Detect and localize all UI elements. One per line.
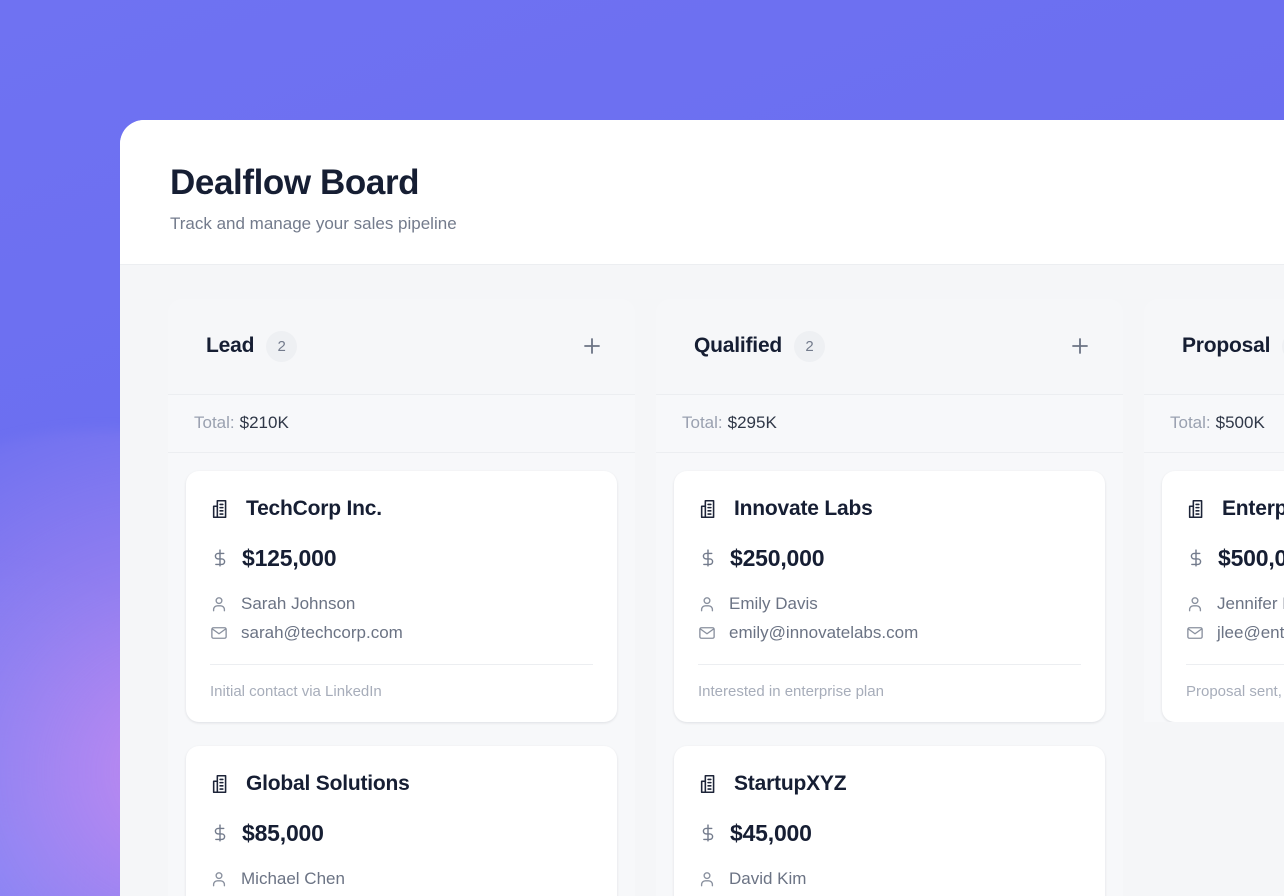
deal-company-name: Innovate Labs xyxy=(734,496,873,520)
deal-amount-row: $250,000 xyxy=(698,545,1081,572)
deal-contact-name: David Kim xyxy=(729,868,807,888)
column-count-badge: 1 xyxy=(1282,330,1284,362)
card-divider xyxy=(1186,663,1284,665)
app-window: Dealflow Board Track and manage your sal… xyxy=(120,120,1284,896)
column-total: Total: $210K xyxy=(168,394,635,453)
dollar-icon xyxy=(698,547,718,569)
deal-contact-name: Jennifer Lee xyxy=(1217,593,1284,613)
plus-icon xyxy=(1068,334,1092,358)
deal-contact-name: Emily Davis xyxy=(729,593,818,613)
app-header: Dealflow Board Track and manage your sal… xyxy=(120,120,1284,265)
column-header: Lead 2 xyxy=(168,298,635,395)
deal-card[interactable]: StartupXYZ $45,000 David Kim xyxy=(674,745,1105,896)
deal-contact-row: Jennifer Lee xyxy=(1186,594,1284,614)
dollar-icon xyxy=(210,822,230,844)
deal-amount-row: $85,000 xyxy=(210,820,593,847)
person-icon xyxy=(210,595,228,613)
person-icon xyxy=(698,870,716,888)
mail-icon xyxy=(698,624,716,642)
column-title: Lead xyxy=(206,334,255,357)
deal-contact-name: Michael Chen xyxy=(241,868,345,888)
page-title: Dealflow Board xyxy=(170,163,420,202)
mail-icon xyxy=(210,624,228,642)
column-count-badge: 2 xyxy=(794,330,826,362)
column-card-list: Innovate Labs $250,000 Emily Davis xyxy=(656,453,1123,896)
deal-card[interactable]: Enterprise Co. $500,000 Jennifer Lee xyxy=(1162,470,1284,722)
deal-email: jlee@enterprise.com xyxy=(1217,622,1284,642)
deal-note: Initial contact via LinkedIn xyxy=(210,682,382,700)
building-icon xyxy=(1186,498,1208,520)
add-deal-button[interactable] xyxy=(1063,329,1097,363)
deal-company-row: StartupXYZ xyxy=(698,772,1081,796)
deal-contact-row: Emily Davis xyxy=(698,594,1081,614)
deal-company-name: StartupXYZ xyxy=(734,771,847,795)
column-header: Proposal 1 xyxy=(1144,298,1284,395)
column-total: Total: $295K xyxy=(656,394,1123,453)
person-icon xyxy=(210,870,228,888)
column-card-list: TechCorp Inc. $125,000 Sarah Johnson xyxy=(168,453,635,896)
person-icon xyxy=(698,595,716,613)
deal-amount-row: $45,000 xyxy=(698,820,1081,847)
deal-email: emily@innovatelabs.com xyxy=(729,622,919,642)
column-total-label: Total: xyxy=(1170,413,1211,432)
deal-company-name: TechCorp Inc. xyxy=(246,496,382,520)
column-total-value: $295K xyxy=(727,413,777,432)
building-icon xyxy=(210,773,232,795)
dollar-icon xyxy=(1186,547,1206,569)
card-divider xyxy=(210,663,593,665)
kanban-board: Lead 2 Total: $210K xyxy=(120,264,1284,896)
deal-email-row: sarah@techcorp.com xyxy=(210,623,593,643)
deal-company-row: Global Solutions xyxy=(210,772,593,796)
deal-amount: $125,000 xyxy=(242,544,337,571)
kanban-column-lead: Lead 2 Total: $210K xyxy=(168,298,635,896)
column-title: Proposal xyxy=(1182,334,1271,357)
column-total-value: $500K xyxy=(1215,413,1265,432)
card-divider xyxy=(698,663,1081,665)
column-total: Total: $500K xyxy=(1144,394,1284,453)
building-icon xyxy=(210,498,232,520)
column-total-label: Total: xyxy=(682,413,723,432)
deal-amount: $45,000 xyxy=(730,819,812,846)
dollar-icon xyxy=(698,822,718,844)
dollar-icon xyxy=(210,547,230,569)
deal-amount-row: $500,000 xyxy=(1186,545,1284,572)
column-card-list: Enterprise Co. $500,000 Jennifer Lee xyxy=(1144,453,1284,722)
deal-email: sarah@techcorp.com xyxy=(241,622,403,642)
deal-contact-row: David Kim xyxy=(698,869,1081,889)
kanban-column-qualified: Qualified 2 Total: $295K xyxy=(656,298,1123,896)
deal-contact-row: Michael Chen xyxy=(210,869,593,889)
deal-company-row: Enterprise Co. xyxy=(1186,497,1284,521)
deal-company-row: TechCorp Inc. xyxy=(210,497,593,521)
column-total-value: $210K xyxy=(239,413,289,432)
deal-card[interactable]: Innovate Labs $250,000 Emily Davis xyxy=(674,470,1105,722)
column-title: Qualified xyxy=(694,334,783,357)
kanban-column-proposal: Proposal 1 Total: $500K xyxy=(1144,298,1284,722)
building-icon xyxy=(698,498,720,520)
deal-amount-row: $125,000 xyxy=(210,545,593,572)
deal-card[interactable]: Global Solutions $85,000 Michael Chen xyxy=(186,745,617,896)
deal-amount: $85,000 xyxy=(242,819,324,846)
deal-note: Proposal sent, awaiting review xyxy=(1186,682,1284,700)
deal-company-name: Enterprise Co. xyxy=(1222,496,1284,520)
column-count-badge: 2 xyxy=(266,330,298,362)
mail-icon xyxy=(1186,624,1204,642)
deal-note: Interested in enterprise plan xyxy=(698,682,884,700)
building-icon xyxy=(698,773,720,795)
column-header: Qualified 2 xyxy=(656,298,1123,395)
deal-card[interactable]: TechCorp Inc. $125,000 Sarah Johnson xyxy=(186,470,617,722)
deal-email-row: jlee@enterprise.com xyxy=(1186,623,1284,643)
deal-amount: $500,000 xyxy=(1218,544,1284,571)
deal-contact-name: Sarah Johnson xyxy=(241,593,356,613)
column-total-label: Total: xyxy=(194,413,235,432)
page-subtitle: Track and manage your sales pipeline xyxy=(170,213,457,233)
deal-company-row: Innovate Labs xyxy=(698,497,1081,521)
deal-email-row: emily@innovatelabs.com xyxy=(698,623,1081,643)
person-icon xyxy=(1186,595,1204,613)
add-deal-button[interactable] xyxy=(575,329,609,363)
plus-icon xyxy=(580,334,604,358)
deal-amount: $250,000 xyxy=(730,544,825,571)
deal-contact-row: Sarah Johnson xyxy=(210,594,593,614)
deal-company-name: Global Solutions xyxy=(246,771,410,795)
